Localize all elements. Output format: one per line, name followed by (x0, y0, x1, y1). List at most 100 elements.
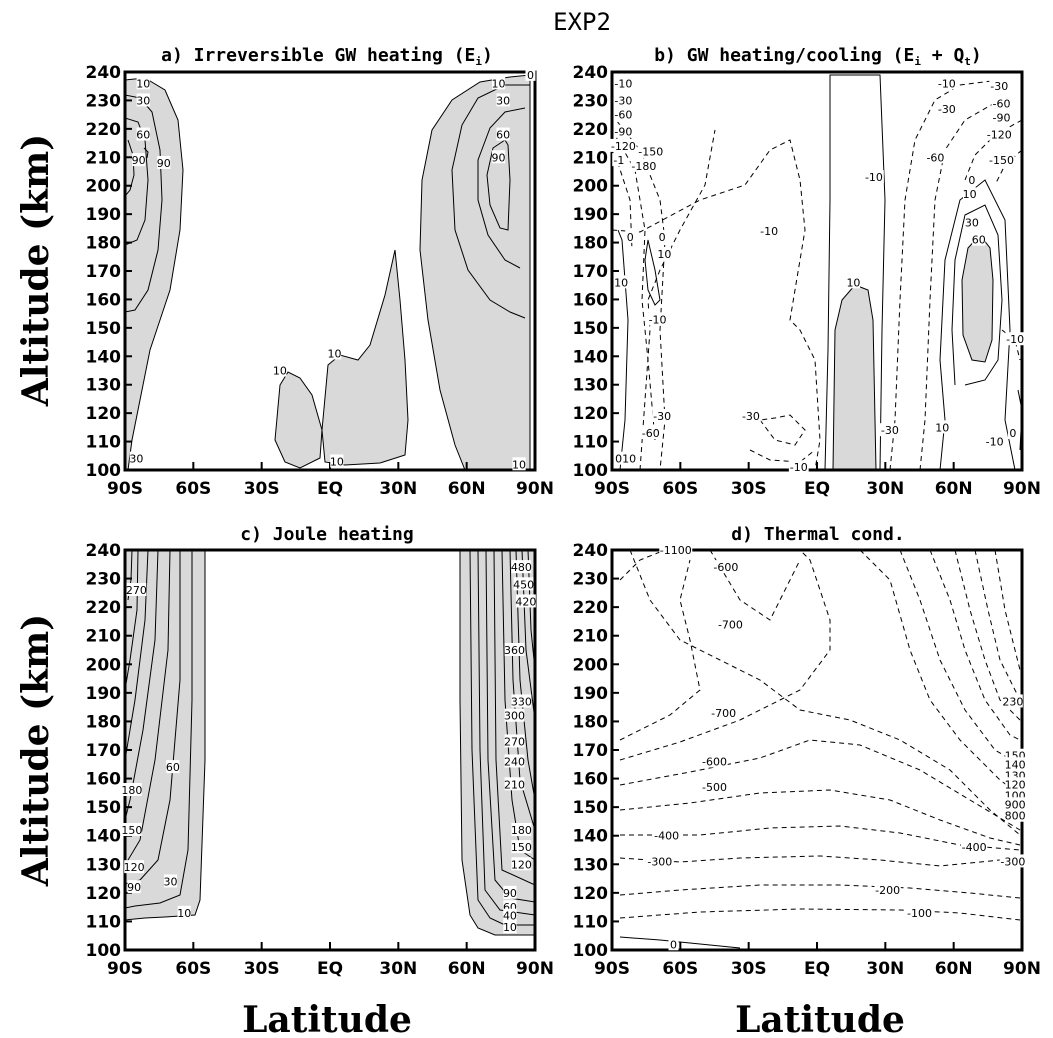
contour-c-180-south (124, 549, 139, 691)
contour-label: 60 (972, 234, 986, 247)
contour-label: 120 (124, 861, 145, 874)
y-tick-label: 200 (573, 655, 609, 675)
contour-label: 0 (527, 69, 534, 82)
x-tick-label: 90N (516, 479, 554, 499)
y-tick-label: 230 (86, 570, 122, 590)
x-tick-label: 90N (1003, 959, 1041, 979)
contour-label: 10 (512, 458, 526, 471)
y-tick-label: 210 (573, 148, 609, 168)
panel-d-contour-labels: -1100 -600 -700 -700 -600 -500 -400 -300 -200 -10… (646, 543, 1027, 951)
contour-label-bg (163, 874, 178, 888)
contour-label: 0 (659, 231, 666, 244)
contour-label-bg (986, 127, 1013, 141)
contour-label-bg (496, 127, 510, 141)
contour-label: 010 (615, 453, 636, 466)
x-tick-label: 30N (379, 959, 417, 979)
contour-label-bg (701, 754, 728, 768)
shade-b-high-north (961, 234, 994, 363)
x-tick-label: EQ (804, 959, 830, 979)
x-tick-label: 60S (662, 959, 698, 979)
contour-label: 240 (504, 755, 525, 768)
contour-label: -150 (989, 154, 1014, 167)
contour-label-bg (874, 883, 901, 896)
contour-label-bg (965, 215, 979, 229)
panel-b-dashed-contours (611, 79, 1023, 471)
contour-c-30-south (124, 550, 193, 909)
contour-label: 300 (504, 710, 525, 723)
contour-c-60-north (485, 549, 536, 903)
y-tick-label: 160 (573, 770, 609, 790)
y-tick-label: 160 (86, 290, 122, 310)
contour-a-90-south (125, 139, 135, 196)
contour-label-bg (657, 229, 668, 243)
y-tick-label: 190 (86, 684, 122, 704)
panel-d-frame (610, 548, 1024, 952)
x-tick-label: 60S (662, 479, 698, 499)
contour-label-bg (613, 93, 634, 107)
contour-label-bg (1007, 426, 1018, 440)
x-tick-label: 90S (107, 959, 143, 979)
y-tick-label: 180 (573, 234, 609, 254)
y-tick-label: 130 (86, 855, 122, 875)
contour-label-bg (925, 150, 946, 164)
contour-label: -300 (647, 855, 672, 868)
y-tick-label: 120 (86, 404, 122, 424)
y-tick-label: 190 (573, 205, 609, 225)
contour-label: 10 (614, 276, 628, 289)
y-tick-label: 140 (86, 827, 122, 847)
contour-label: 30 (965, 217, 979, 230)
contour-label-bg (491, 76, 506, 90)
y-tick-label: 130 (86, 376, 122, 396)
x-tick-label: EQ (317, 479, 343, 499)
contour-label-bg (647, 312, 668, 326)
contour-label: -700 (711, 707, 736, 720)
contour-label-bg (525, 67, 536, 81)
y-tick-label: 150 (86, 319, 122, 339)
contour-label-bg (637, 144, 664, 158)
contour-label: -600 (713, 561, 738, 574)
y-tick-label: 100 (86, 941, 122, 961)
contour-label-bg (668, 937, 679, 951)
contour-label: 90 (132, 154, 146, 167)
contour-label-bg (511, 857, 532, 871)
contour-label: 10 (503, 921, 517, 934)
x-tick-label: 90S (107, 479, 143, 499)
y-tick-label: 120 (573, 884, 609, 904)
contour-label: -150 (638, 146, 663, 159)
contour-label-bg (936, 101, 957, 115)
figure-title: EXP2 (553, 8, 611, 36)
contour-label-bg (1005, 808, 1026, 822)
shade-b-equatorial-north (832, 284, 877, 471)
contour-label-bg (710, 705, 737, 719)
y-tick-label: 220 (573, 120, 609, 140)
y-tick-label: 200 (86, 177, 122, 197)
y-tick-label: 180 (86, 234, 122, 254)
contour-label-bg (496, 93, 510, 107)
contour-label-bg (513, 577, 534, 591)
contour-label: 10 (492, 77, 506, 90)
contour-label-bg (988, 153, 1015, 167)
contour-label: 30 (496, 94, 510, 107)
contour-b-neg10-ne (1001, 329, 1021, 361)
contour-label-bg (511, 823, 532, 836)
y-tick-label: 210 (86, 627, 122, 647)
contour-label-bg (1005, 757, 1026, 771)
contour-label: 330 (511, 695, 532, 708)
contour-b-neg60-north (964, 119, 1023, 181)
y-tick-label: 110 (573, 912, 609, 932)
contour-label-bg (503, 920, 517, 934)
contour-label: -10 (865, 171, 883, 184)
contour-label: -10 (649, 313, 667, 326)
contour-label-bg (504, 754, 525, 768)
contour-label: 30 (164, 875, 178, 888)
x-tick-label: 90S (594, 479, 630, 499)
contour-label: 210 (504, 778, 525, 791)
contour-label: -30 (938, 103, 956, 116)
panel-d-dashed-contours (619, 549, 1021, 921)
contour-label-bg (614, 275, 628, 289)
contour-label: 10 (136, 77, 150, 90)
contour-label: 150 (121, 824, 142, 837)
contour-d-north3 (929, 549, 1021, 741)
contour-c-150-south (124, 549, 149, 761)
x-tick-label: EQ (317, 959, 343, 979)
